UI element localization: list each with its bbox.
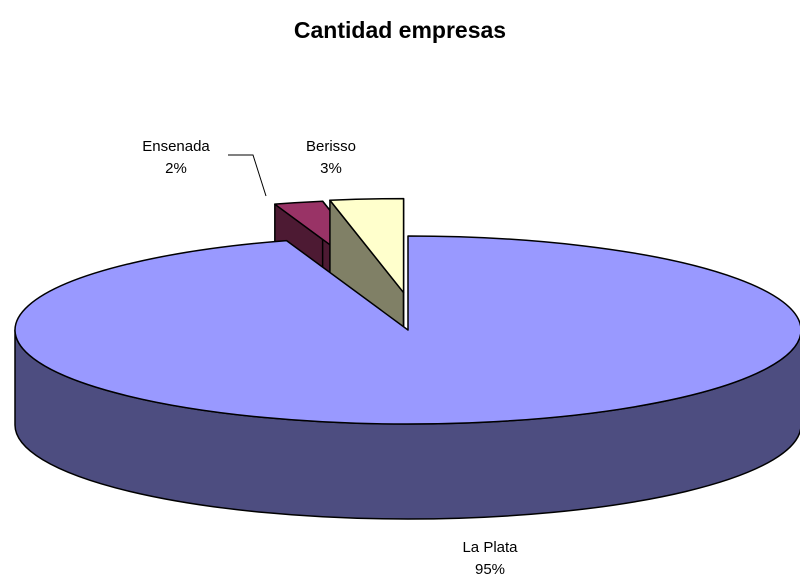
chart-title: Cantidad empresas bbox=[294, 17, 506, 43]
pie bbox=[14, 197, 800, 520]
leader-line bbox=[228, 154, 267, 197]
slice-label: Ensenada bbox=[142, 138, 210, 155]
slice bbox=[14, 235, 800, 425]
value-label: 2% bbox=[165, 160, 187, 177]
slice bbox=[329, 197, 405, 294]
value-label: 3% bbox=[320, 160, 342, 177]
slice-label: La Plata bbox=[462, 539, 518, 556]
slice-label: Berisso bbox=[306, 138, 356, 155]
value-label: 95% bbox=[475, 561, 505, 577]
